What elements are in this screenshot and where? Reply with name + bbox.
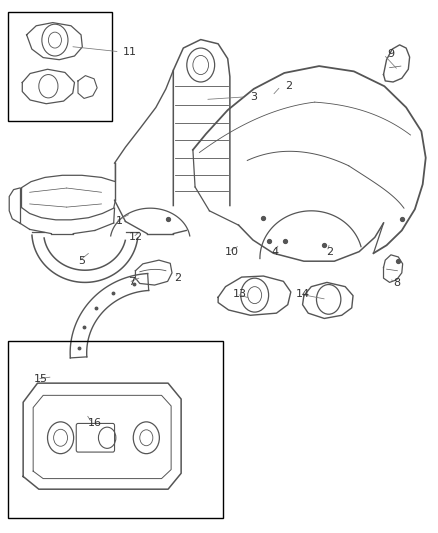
Text: 15: 15 <box>34 374 48 384</box>
Text: 1: 1 <box>115 216 122 227</box>
Bar <box>8 341 223 519</box>
Text: 12: 12 <box>129 232 143 243</box>
Text: 11: 11 <box>123 47 137 56</box>
Text: 3: 3 <box>251 92 257 102</box>
Text: 14: 14 <box>296 289 310 299</box>
Text: 4: 4 <box>271 247 278 257</box>
Text: 5: 5 <box>78 256 85 266</box>
Text: 2: 2 <box>326 247 334 257</box>
Text: 2: 2 <box>174 273 181 283</box>
Text: 8: 8 <box>393 278 400 288</box>
Text: 13: 13 <box>233 289 247 299</box>
Bar <box>8 12 113 120</box>
Text: 7: 7 <box>128 277 135 287</box>
Text: 2: 2 <box>285 81 292 91</box>
Text: 16: 16 <box>88 418 102 428</box>
Text: 10: 10 <box>225 247 239 257</box>
Text: 9: 9 <box>387 50 395 59</box>
